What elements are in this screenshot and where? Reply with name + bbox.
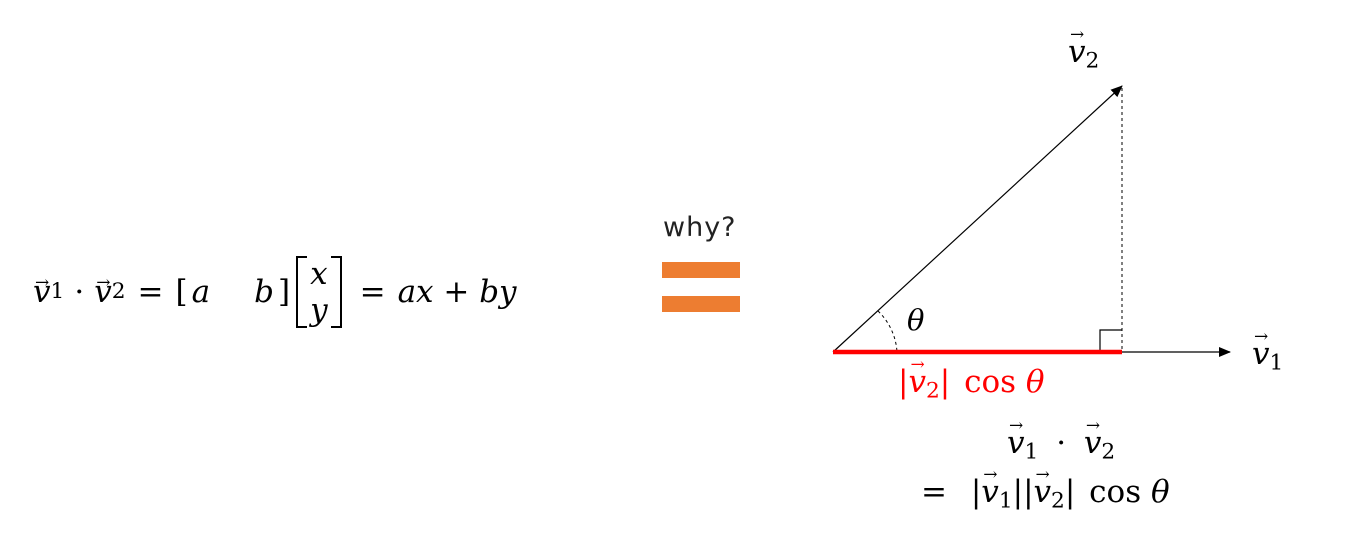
orange-equals-top-bar [662,262,740,278]
row-entry-a: a [191,274,211,310]
equals-sign: = [137,274,164,310]
column-entry-y: y [310,292,328,328]
label-theta: θ [907,303,925,337]
column-bracket-right [330,256,342,328]
row-bracket-open: [ [175,274,188,310]
row-vector: a b [188,248,278,336]
v1-subscript: 1 [50,279,65,304]
angle-arc [877,310,898,353]
why-question-label: why? [663,212,737,243]
vector-v2: v [94,239,112,336]
projection-label: |v2| cos θ [898,355,1045,403]
orange-equals-bottom-bar [662,296,740,312]
result-line-1: v1 · v2 [1007,416,1115,464]
column-bracket-left [296,256,308,328]
row-bracket-close: ] [277,274,291,310]
result-line-2: = |v1||v2| cos θ [921,465,1170,513]
row-entry-b: b [254,274,274,310]
vector-v2-arrow [832,85,1123,353]
dot-product-formula: v1 · v2 = [ a b ] x y = ax + by [33,239,517,336]
label-v2: v2 [1068,25,1099,73]
label-v1: v1 [1252,327,1283,375]
v2-subscript: 2 [111,279,126,304]
rhs-equals-sign: = [359,274,386,310]
right-angle-marker [1099,329,1122,352]
vector-v1: v [33,239,51,336]
dot-operator: · [74,274,85,310]
column-entry-x: x [310,256,328,292]
rhs-expression: ax + by [397,274,517,310]
column-vector: x y [296,256,342,328]
